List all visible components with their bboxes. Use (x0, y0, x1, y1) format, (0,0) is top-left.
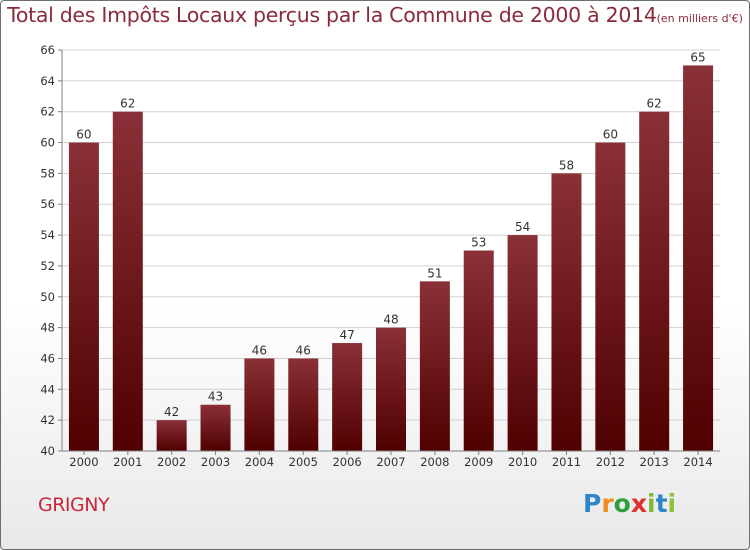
y-tick-label: 62 (40, 105, 55, 119)
axes: 40 42 44 46 48 50 52 54 56 58 60 62 64 66 2000 2001 2002… (40, 43, 720, 469)
data-label: 62 (120, 97, 135, 111)
data-label: 48 (383, 313, 398, 327)
data-labels: 60 62 42 43 46 46 47 48 51 53 54 58 60 62 65 (76, 50, 705, 419)
x-tick-label: 2012 (596, 455, 625, 469)
y-tick-label: 50 (40, 290, 55, 304)
x-tick-label: 2005 (289, 455, 318, 469)
bar-2003 (200, 404, 231, 451)
data-label: 42 (164, 405, 179, 419)
y-tick-label: 40 (40, 444, 55, 458)
chart-title: Total des Impôts Locaux perçus par la Co… (0, 3, 750, 27)
x-tick-label: 2007 (376, 455, 405, 469)
y-tick-label: 44 (40, 382, 55, 396)
bar-2007 (376, 327, 406, 451)
bar-2013 (639, 111, 670, 451)
x-tick-label: 2001 (113, 455, 142, 469)
bar-2011 (551, 173, 582, 451)
bars (68, 65, 714, 452)
logo-letter: P (583, 489, 602, 518)
bar-2010 (507, 235, 538, 451)
bar-2014 (683, 65, 714, 451)
x-tick-label: 2004 (245, 455, 274, 469)
data-label: 47 (339, 328, 354, 342)
logo-letter: r (601, 489, 614, 518)
data-label: 60 (76, 128, 91, 142)
bar-2005 (288, 358, 319, 451)
bar-2006 (332, 343, 363, 451)
y-tick-label: 48 (40, 321, 55, 335)
logo-letter: x (630, 489, 647, 518)
y-tick-label: 56 (40, 197, 55, 211)
chart-title-unit: (en milliers d'€) (656, 12, 743, 25)
chart-title-main: Total des Impôts Locaux perçus par la Co… (7, 3, 657, 27)
y-tick-label: 60 (40, 136, 55, 150)
bar-2002 (156, 420, 187, 451)
y-tick-label: 52 (40, 259, 55, 273)
x-tick-label: 2000 (69, 455, 98, 469)
bar-2012 (595, 142, 626, 452)
data-label: 60 (603, 128, 618, 142)
data-label: 46 (252, 343, 267, 357)
data-label: 43 (208, 390, 223, 404)
y-tick-label: 64 (40, 74, 55, 88)
logo-letter: t (655, 489, 668, 518)
x-tick-label: 2003 (201, 455, 230, 469)
y-tick-label: 66 (40, 43, 55, 57)
data-label: 58 (559, 158, 574, 172)
x-tick-label: 2002 (157, 455, 186, 469)
logo-letter: o (613, 489, 631, 518)
data-label: 46 (296, 343, 311, 357)
x-tick-label: 2011 (552, 455, 581, 469)
logo-letter: i (647, 489, 656, 518)
x-tick-label: 2013 (640, 455, 669, 469)
data-label: 53 (471, 236, 486, 250)
y-tick-label: 58 (40, 166, 55, 180)
bar-2004 (244, 358, 275, 451)
commune-name: GRIGNY (38, 494, 110, 516)
x-tick-label: 2014 (683, 455, 712, 469)
y-tick-label: 46 (40, 351, 55, 365)
x-tick-label: 2010 (508, 455, 537, 469)
x-tick-label: 2006 (332, 455, 361, 469)
bar-2001 (112, 111, 143, 451)
bar-2008 (419, 281, 450, 451)
x-tick-label: 2008 (420, 455, 449, 469)
proxiti-logo: Proxiti (583, 489, 676, 518)
bar-2009 (463, 250, 494, 451)
y-tick-label: 54 (40, 228, 55, 242)
data-label: 62 (647, 97, 662, 111)
y-tick-label: 42 (40, 413, 55, 427)
x-tick-label: 2009 (464, 455, 493, 469)
data-label: 65 (690, 50, 705, 64)
bar-2000 (68, 142, 99, 452)
logo-letter: i (667, 489, 677, 518)
data-label: 54 (515, 220, 530, 234)
data-label: 51 (427, 266, 442, 280)
